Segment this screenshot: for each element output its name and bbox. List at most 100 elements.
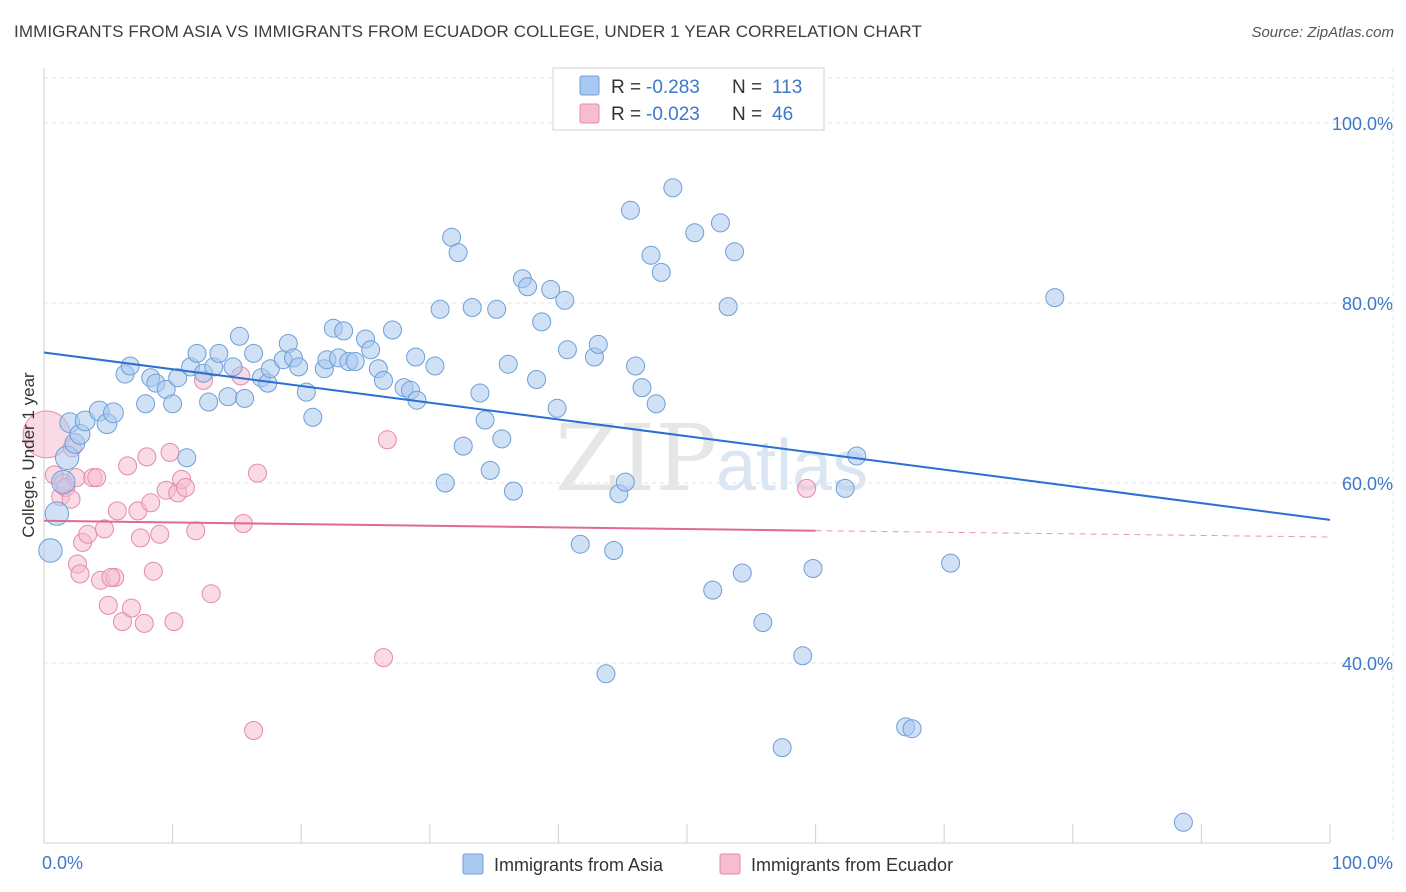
ecuador-point xyxy=(112,612,132,632)
legend-asia-swatch xyxy=(579,75,600,96)
asia-point xyxy=(470,383,490,403)
asia-point xyxy=(527,370,547,389)
asia-point xyxy=(1173,812,1193,832)
x-tick-label: 100.0% xyxy=(1332,853,1393,873)
asia-point xyxy=(555,290,575,310)
asia-point xyxy=(753,613,773,632)
asia-point xyxy=(334,321,354,341)
asia-point xyxy=(453,436,473,456)
stats-legend: R = -0.283 N = 113 R = -0.023 N = 46 xyxy=(552,67,825,131)
asia-point xyxy=(718,297,738,317)
trendlines xyxy=(43,351,1331,538)
asia-point xyxy=(374,370,394,390)
asia-point xyxy=(51,469,76,495)
ecuador-point xyxy=(98,595,118,615)
asia-point xyxy=(435,473,455,493)
ecuador-point xyxy=(78,524,98,544)
legend-ecuador-n-label: N = xyxy=(732,104,762,125)
y-axis-label: College, Under 1 year xyxy=(19,372,38,538)
ecuador-point xyxy=(247,463,267,483)
ecuador-point xyxy=(160,442,180,462)
ecuador-point xyxy=(141,493,161,513)
asia-point xyxy=(177,448,197,468)
asia-point xyxy=(847,446,867,466)
asia-point xyxy=(448,243,468,263)
ecuador-point xyxy=(175,478,195,497)
asia-point xyxy=(1045,288,1065,308)
asia-point xyxy=(168,368,188,388)
asia-point xyxy=(218,387,238,407)
ecuador-point xyxy=(186,521,206,541)
asia-point xyxy=(425,356,445,376)
asia-point xyxy=(430,299,450,319)
ecuador-point xyxy=(70,564,90,584)
asia-point xyxy=(383,320,403,340)
asia-point xyxy=(103,402,124,424)
y-tick-label: 60.0% xyxy=(1342,474,1393,494)
asia-point xyxy=(492,429,512,449)
y-tick-label: 80.0% xyxy=(1342,294,1393,314)
asia-point xyxy=(604,541,624,560)
asia-point xyxy=(532,312,552,332)
ecuador-point xyxy=(244,721,264,740)
legend-asia-r-label: R = xyxy=(611,77,641,98)
asia-point xyxy=(541,280,561,299)
ecuador-point xyxy=(377,430,397,450)
ecuador-point xyxy=(374,648,394,668)
asia-point xyxy=(187,343,207,363)
legend-ecuador-r-value: -0.023 xyxy=(646,104,700,125)
asia-point xyxy=(557,340,577,360)
asia-point xyxy=(663,178,683,198)
asia-point xyxy=(136,394,156,414)
asia-point xyxy=(941,553,961,573)
asia-point xyxy=(793,646,813,666)
asia-point xyxy=(803,559,823,578)
asia-point xyxy=(632,378,652,398)
asia-point xyxy=(303,407,323,427)
asia-point xyxy=(703,580,723,600)
asia-point xyxy=(547,398,567,418)
asia-point xyxy=(725,242,745,262)
legend-ecuador-swatch xyxy=(579,103,600,124)
asia-point xyxy=(345,352,365,371)
asia-point xyxy=(74,410,96,432)
x-tick-label: 0.0% xyxy=(42,853,83,873)
asia-point xyxy=(361,340,381,360)
asia-point xyxy=(163,394,183,414)
asia-point xyxy=(475,410,495,430)
asia-point xyxy=(685,223,705,243)
bottom-legend-ecuador-label: Immigrants from Ecuador xyxy=(751,855,953,875)
watermark: ZIP atlas xyxy=(555,405,868,512)
ecuador-point xyxy=(134,613,154,633)
asia-point xyxy=(732,563,752,583)
asia-point xyxy=(651,262,671,282)
legend-ecuador-r-label: R = xyxy=(611,104,641,125)
ecuador-point xyxy=(164,612,184,632)
asia-point xyxy=(244,343,264,363)
asia-point xyxy=(710,213,730,233)
bottom-legend-asia-label: Immigrants from Asia xyxy=(494,855,664,875)
asia-point xyxy=(199,392,219,412)
chart-title: IMMIGRANTS FROM ASIA VS IMMIGRANTS FROM … xyxy=(14,22,922,41)
asia-point xyxy=(518,277,538,297)
asia-point xyxy=(223,357,243,377)
y-tick-labels: 40.0% 60.0% 80.0% 100.0% xyxy=(1332,114,1393,674)
ecuador-point xyxy=(121,598,141,618)
ecuador-point xyxy=(150,524,170,544)
ecuador-point xyxy=(201,584,221,604)
asia-point xyxy=(487,299,507,319)
asia-point xyxy=(588,334,608,354)
asia-point xyxy=(120,356,140,376)
ecuador-trendline-extension xyxy=(815,530,1331,538)
asia-point xyxy=(641,245,661,265)
asia-point xyxy=(209,343,229,363)
asia-point xyxy=(235,388,255,408)
asia-point xyxy=(596,664,616,684)
bottom-legend-ecuador-swatch xyxy=(719,853,741,875)
asia-point xyxy=(289,357,309,377)
asia-points xyxy=(38,178,1193,832)
asia-point xyxy=(570,534,590,554)
asia-point xyxy=(503,481,523,501)
ecuador-point xyxy=(118,456,138,476)
ecuador-point xyxy=(107,501,127,521)
